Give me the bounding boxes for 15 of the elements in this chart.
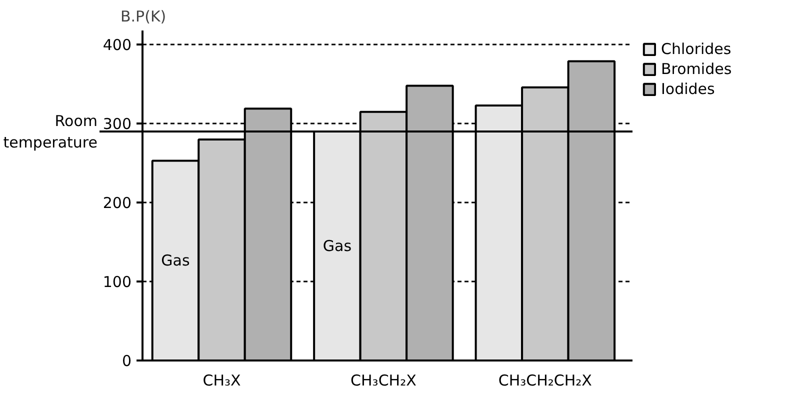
annotation: Gas bbox=[161, 252, 190, 270]
ref-line-label: Room temperature bbox=[3, 112, 98, 152]
y-axis-title: B.P(K) bbox=[120, 8, 166, 26]
annotation: Gas bbox=[322, 237, 352, 256]
y-tick-label: 0 bbox=[122, 352, 132, 370]
x-tick-label: CH₃CH₂X bbox=[350, 372, 416, 390]
y-tick-label: 400 bbox=[102, 36, 132, 54]
x-tick-label: CH₃CH₂CH₂X bbox=[498, 372, 592, 390]
legend-label: Chlorides bbox=[661, 40, 732, 58]
y-tick-label: 200 bbox=[102, 194, 132, 212]
y-tick-label: 300 bbox=[102, 115, 132, 134]
legend-label: Iodides bbox=[661, 80, 715, 98]
y-tick-label: 100 bbox=[102, 273, 132, 292]
legend-label: Bromides bbox=[661, 60, 732, 78]
x-tick-label: CH₃X bbox=[202, 372, 241, 390]
